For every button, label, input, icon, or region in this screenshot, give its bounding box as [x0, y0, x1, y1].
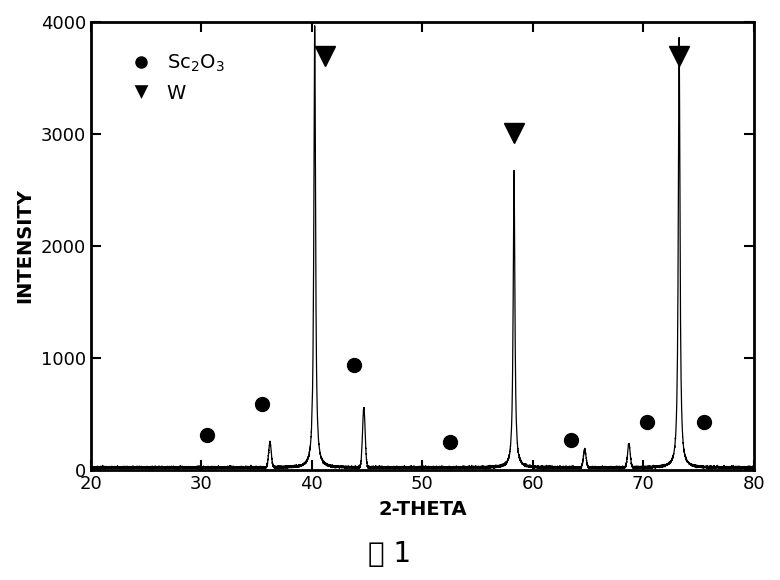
Legend: Sc$_2$O$_3$, W: Sc$_2$O$_3$, W: [114, 45, 232, 111]
Y-axis label: INTENSITY: INTENSITY: [15, 188, 34, 303]
Text: 图 1: 图 1: [368, 541, 412, 568]
X-axis label: 2-THETA: 2-THETA: [378, 499, 466, 519]
